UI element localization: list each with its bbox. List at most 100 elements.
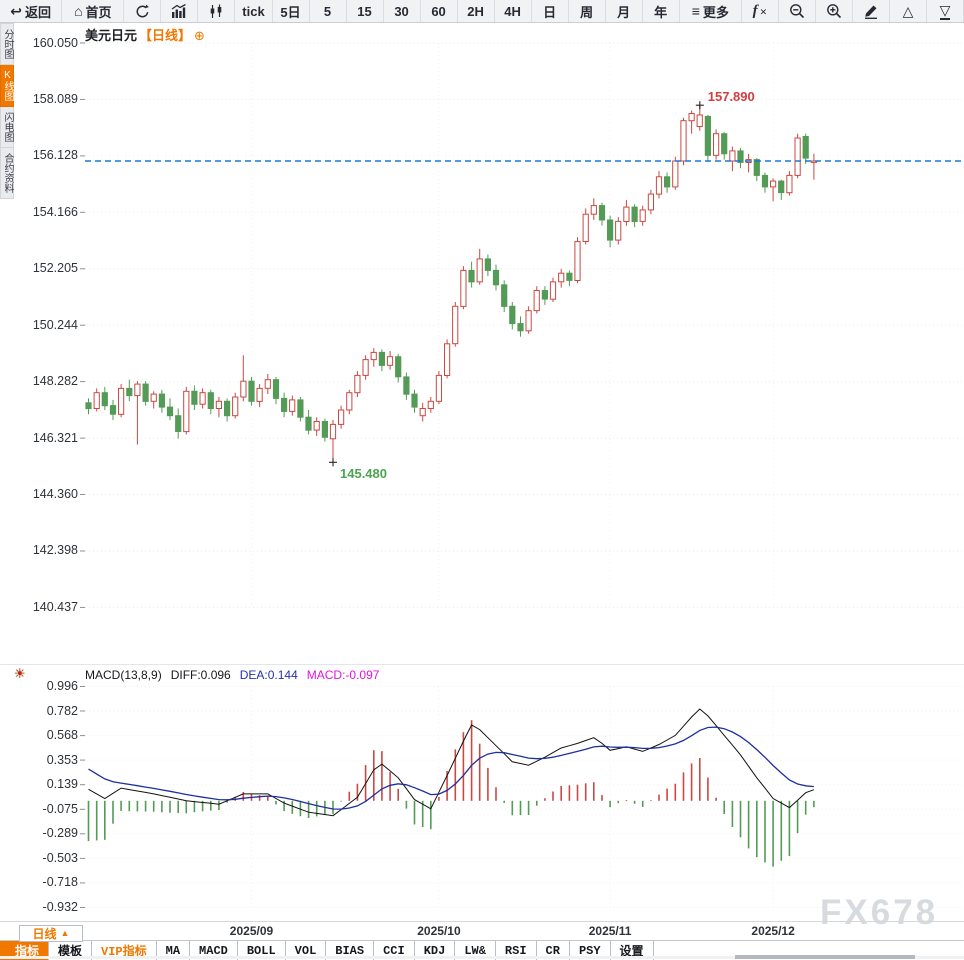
indicator-tab-CR[interactable]: CR (536, 941, 570, 960)
more-button[interactable]: ≡ 更多 (680, 0, 742, 22)
y-axis-label: 142.398 (32, 543, 78, 558)
macd-header: MACD(13,8,9) DIFF:0.096 DEA:0.144 MACD:-0.0… (85, 668, 388, 682)
triangle-up-button[interactable]: △ (890, 0, 927, 22)
period-month[interactable]: 月 (606, 0, 643, 22)
macd-axis-label: -0.289 (42, 826, 78, 841)
watermark: FX678 (820, 893, 939, 932)
triangle-down-button-icon: ▽ (939, 1, 951, 20)
y-axis-label: 154.166 (32, 204, 78, 219)
period-week[interactable]: 周 (569, 0, 606, 22)
more-button-icon: ≡ (691, 3, 700, 19)
low-price-annotation: 145.480 (340, 466, 387, 482)
macd-axis-label: 0.996 (46, 679, 78, 693)
y-axis-label: 156.128 (32, 148, 78, 163)
macd-axis-label: -0.075 (42, 801, 78, 816)
back-button-icon: ↩ (10, 3, 22, 19)
indicator-tab-BOLL[interactable]: BOLL (237, 941, 286, 960)
y-axis-label: 150.244 (32, 317, 78, 332)
period-30[interactable]: 30 (384, 0, 421, 22)
horizontal-scrollbar-track[interactable] (0, 956, 964, 959)
macd-axis-label: 0.353 (46, 752, 78, 767)
x-axis-label: 2025/09 (229, 924, 274, 938)
y-axis-label: 144.360 (32, 487, 78, 502)
home-button-icon: ⌂ (74, 3, 83, 19)
macd-axis-label: -0.718 (42, 875, 78, 890)
indicator-tab-设置[interactable]: 设置 (610, 941, 654, 960)
sidebar-tab-合约资料[interactable]: 合约资料 (0, 148, 14, 199)
high-price-annotation: 157.890 (707, 89, 755, 105)
triangle-up-small-icon: ▲ (60, 928, 70, 938)
sidebar-tab-闪电图[interactable]: 闪电图 (0, 107, 14, 148)
period-5d[interactable]: 5日 (273, 0, 310, 22)
fx-icon: f (752, 2, 758, 19)
period-selector-button[interactable]: 日线 ▲ (19, 925, 83, 942)
indicator-tab-KDJ[interactable]: KDJ (414, 941, 456, 960)
pane-divider (0, 664, 964, 665)
macd-title: MACD(13,8,9) (85, 668, 162, 682)
indicator-tab-模板[interactable]: 模板 (49, 941, 93, 960)
remove-x-icon: ✕ (759, 7, 768, 17)
chart-type-sidebar: 分时图 K线图 闪电图 合约资料 (0, 23, 14, 199)
macd-axis-label: -0.503 (42, 850, 78, 865)
indicator-settings-icon[interactable]: ☀ (14, 666, 26, 681)
macd-dea-value: DEA:0.144 (239, 668, 298, 682)
macd-axis-label: 0.568 (46, 728, 78, 743)
period-year[interactable]: 年 (643, 0, 680, 22)
y-axis-label: 140.437 (32, 599, 78, 614)
xaxis-divider (0, 921, 964, 922)
period-5[interactable]: 5 (310, 0, 347, 22)
x-axis-label: 2025/11 (588, 924, 632, 938)
triangle-up-button-icon: △ (902, 3, 914, 19)
period-tick[interactable]: tick (235, 0, 273, 22)
indicator-tab-RSI[interactable]: RSI (495, 941, 537, 960)
fx-indicator-button[interactable]: f ✕ (742, 0, 779, 22)
sidebar-tab-分时图[interactable]: 分时图 (0, 23, 14, 65)
zoom-in-button[interactable] (816, 0, 853, 22)
indicator-tab-LW&[interactable]: LW& (455, 941, 496, 960)
macd-macd-value: MACD:-0.097 (306, 668, 380, 682)
chart-title: 美元日元 【日线】 ⊕ (85, 25, 205, 44)
macd-diff-value: DIFF:0.096 (170, 668, 231, 682)
back-button[interactable]: ↩ 返回 (0, 0, 63, 22)
period-tag: 【日线】 (139, 28, 192, 43)
indicator-tab-bar: 指标 模板 VIP指标 MA MACD BOLL VOL BIAS CCI KDJ LW& RSI CR… (0, 940, 964, 960)
indicator-tab-MACD[interactable]: MACD (190, 941, 238, 960)
macd-axis-label: 0.139 (46, 777, 78, 792)
sidebar-tab-K线图[interactable]: K线图 (0, 65, 14, 107)
indicator-tab-BIAS[interactable]: BIAS (326, 941, 375, 960)
home-button[interactable]: ⌂ 首页 (62, 0, 125, 22)
period-15[interactable]: 15 (347, 0, 384, 22)
tab-bar-accent (0, 941, 6, 960)
period-day[interactable]: 日 (532, 0, 569, 22)
y-axis-label: 148.282 (32, 374, 78, 389)
indicator-tab-CCI[interactable]: CCI (374, 941, 415, 960)
triangle-down-button[interactable]: ▽ (927, 0, 964, 22)
trend-chart-button[interactable] (161, 0, 199, 22)
y-axis-label: 146.321 (32, 430, 78, 445)
add-overlay-icon[interactable]: ⊕ (194, 28, 205, 43)
period-selector-label: 日线 (32, 927, 57, 941)
horizontal-scrollbar-thumb[interactable] (735, 955, 915, 959)
macd-axis-label: 0.782 (46, 703, 78, 718)
x-axis-label: 2025/10 (417, 924, 461, 938)
y-axis-label: 158.089 (32, 91, 78, 106)
period-60[interactable]: 60 (421, 0, 458, 22)
indicator-tab-VOL[interactable]: VOL (285, 941, 327, 960)
refresh-button[interactable] (124, 0, 162, 22)
zoom-out-button[interactable] (779, 0, 816, 22)
draw-button[interactable] (853, 0, 890, 22)
period-4h[interactable]: 4H (495, 0, 532, 22)
symbol-name: 美元日元 (85, 28, 138, 43)
y-axis-label: 160.050 (32, 35, 78, 50)
indicator-tab-指标[interactable]: 指标 (6, 941, 50, 960)
indicator-tab-MA[interactable]: MA (156, 941, 191, 960)
macd-axis-label: -0.932 (42, 899, 78, 914)
top-toolbar: ↩ 返回 ⌂ 首页 tick 5日 5 15 30 60 2H 4H 日周月年 ≡ 更多 f ✕ △ ▽ (0, 0, 964, 23)
indicator-tab-VIP指标[interactable]: VIP指标 (92, 941, 157, 960)
period-2h[interactable]: 2H (458, 0, 495, 22)
x-axis-label: 2025/12 (751, 924, 795, 938)
indicator-tab-PSY[interactable]: PSY (569, 941, 611, 960)
candle-chart-button[interactable] (198, 0, 236, 22)
